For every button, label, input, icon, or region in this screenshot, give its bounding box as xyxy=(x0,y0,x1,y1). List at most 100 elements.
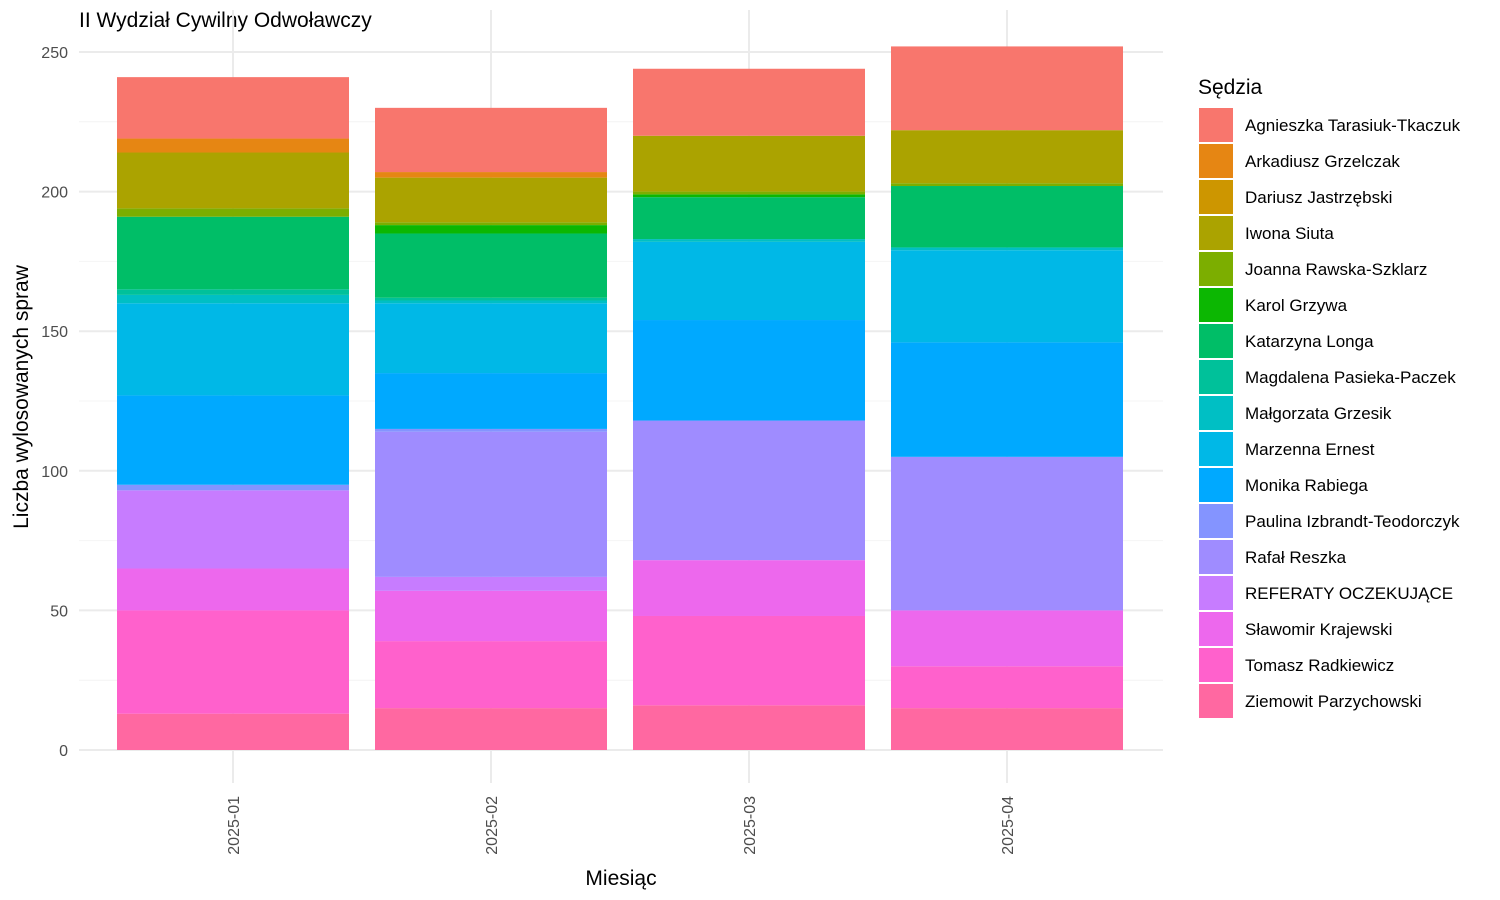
bar-segment-malgorzata-grzesik-2025-04 xyxy=(891,247,1123,251)
legend-key-joanna-rawska-szklarz xyxy=(1199,252,1233,286)
bar-segment-katarzyna-longa-2025-04 xyxy=(891,186,1123,248)
bar-segment-monika-rabiega-2025-01 xyxy=(117,395,349,485)
bar-segment-iwona-siuta-2025-02 xyxy=(375,177,607,223)
legend-key-referaty-oczekujace xyxy=(1199,576,1233,610)
x-tick-label: 2025-04 xyxy=(1000,796,1017,855)
bar-segment-marzenna-ernest-2025-04 xyxy=(891,250,1123,343)
y-tick-label: 50 xyxy=(50,603,68,620)
bar-segment-marzenna-ernest-2025-03 xyxy=(633,241,865,321)
bar-segment-ziemowit-parzychowski-2025-04 xyxy=(891,708,1123,750)
legend-label: Agnieszka Tarasiuk-Tkaczuk xyxy=(1245,116,1461,135)
legend-key-karol-grzywa xyxy=(1199,288,1233,322)
bar-segment-referaty-oczekujace-2025-01 xyxy=(117,490,349,569)
legend-label: Marzenna Ernest xyxy=(1245,440,1375,459)
legend-label: Paulina Izbrandt-Teodorczyk xyxy=(1245,512,1460,531)
bar-segment-tomasz-radkiewicz-2025-02 xyxy=(375,641,607,709)
bar-segment-monika-rabiega-2025-04 xyxy=(891,342,1123,457)
x-axis-title: Miesiąc xyxy=(585,867,656,890)
x-tick-label: 2025-01 xyxy=(226,796,243,855)
bar-segment-tomasz-radkiewicz-2025-01 xyxy=(117,610,349,714)
bar-segment-agnieszka-tarasiuk-tkaczuk-2025-02 xyxy=(375,107,607,173)
bar-segment-marzenna-ernest-2025-02 xyxy=(375,303,607,374)
legend-label: REFERATY OCZEKUJĄCE xyxy=(1245,584,1453,603)
legend-label: Iwona Siuta xyxy=(1245,224,1334,243)
legend-label: Ziemowit Parzychowski xyxy=(1245,692,1422,711)
bar-segment-karol-grzywa-2025-03 xyxy=(633,194,865,198)
bar-segment-agnieszka-tarasiuk-tkaczuk-2025-04 xyxy=(891,46,1123,131)
legend-title: Sędzia xyxy=(1198,76,1263,99)
bar-segment-rafal-reszka-2025-04 xyxy=(891,456,1123,611)
bar-segment-tomasz-radkiewicz-2025-04 xyxy=(891,666,1123,709)
bar-segment-malgorzata-grzesik-2025-01 xyxy=(117,294,349,304)
y-tick-label: 150 xyxy=(41,324,68,341)
x-tick-label: 2025-02 xyxy=(484,796,501,855)
bar-segment-magdalena-pasieka-paczek-2025-02 xyxy=(375,297,607,301)
bar-segment-paulina-izbrandt-teodorczyk-2025-02 xyxy=(375,428,607,432)
legend-key-magdalena-pasieka-paczek xyxy=(1199,360,1233,394)
bar-segment-slawomir-krajewski-2025-01 xyxy=(117,568,349,611)
legend-key-tomasz-radkiewicz xyxy=(1199,648,1233,682)
legend-key-arkadiusz-grzelczak xyxy=(1199,144,1233,178)
legend-key-paulina-izbrandt-teodorczyk xyxy=(1199,504,1233,538)
bar-segment-monika-rabiega-2025-02 xyxy=(375,373,607,429)
bar-segment-rafal-reszka-2025-02 xyxy=(375,431,607,577)
bar-segment-arkadiusz-grzelczak-2025-02 xyxy=(375,172,607,178)
bar-segment-ziemowit-parzychowski-2025-02 xyxy=(375,708,607,750)
legend-key-ziemowit-parzychowski xyxy=(1199,684,1233,718)
bar-segment-referaty-oczekujace-2025-02 xyxy=(375,576,607,591)
legend-label: Dariusz Jastrzębski xyxy=(1245,188,1392,207)
legend-label: Katarzyna Longa xyxy=(1245,332,1374,351)
bars xyxy=(117,46,1123,750)
bar-segment-slawomir-krajewski-2025-04 xyxy=(891,610,1123,667)
bar-segment-malgorzata-grzesik-2025-03 xyxy=(633,239,865,242)
x-axis: 2025-01 2025-02 2025-03 2025-04 xyxy=(226,796,1017,855)
bar-segment-magdalena-pasieka-paczek-2025-01 xyxy=(117,289,349,295)
bar-segment-paulina-izbrandt-teodorczyk-2025-01 xyxy=(117,484,349,491)
y-tick-label: 250 xyxy=(41,45,68,62)
legend-key-monika-rabiega xyxy=(1199,468,1233,502)
legend-label: Rafał Reszka xyxy=(1245,548,1347,567)
bar-segment-ziemowit-parzychowski-2025-01 xyxy=(117,713,349,750)
y-tick-label: 100 xyxy=(41,464,68,481)
bar-segment-joanna-rawska-szklarz-2025-01 xyxy=(117,208,349,217)
x-tick-label: 2025-03 xyxy=(742,796,759,855)
bar-segment-arkadiusz-grzelczak-2025-01 xyxy=(117,138,349,153)
bar-segment-slawomir-krajewski-2025-03 xyxy=(633,560,865,616)
bar-segment-karol-grzywa-2025-02 xyxy=(375,225,607,234)
legend-label: Magdalena Pasieka-Paczek xyxy=(1245,368,1456,387)
bar-segment-malgorzata-grzesik-2025-02 xyxy=(375,300,607,304)
bar-segment-agnieszka-tarasiuk-tkaczuk-2025-01 xyxy=(117,77,349,139)
bar-segment-katarzyna-longa-2025-03 xyxy=(633,197,865,240)
bar-segment-katarzyna-longa-2025-02 xyxy=(375,233,607,298)
bar-segment-katarzyna-longa-2025-01 xyxy=(117,216,349,290)
y-tick-label: 200 xyxy=(41,185,68,202)
chart-title: II Wydział Cywilny Odwoławczy xyxy=(79,9,372,32)
bar-segment-iwona-siuta-2025-03 xyxy=(633,135,865,192)
y-tick-label: 0 xyxy=(59,743,68,760)
legend-label: Arkadiusz Grzelczak xyxy=(1245,152,1400,171)
legend-key-agnieszka-tarasiuk-tkaczuk xyxy=(1199,108,1233,142)
y-axis: 0 50 100 150 200 250 xyxy=(41,45,68,760)
legend-label: Tomasz Radkiewicz xyxy=(1245,656,1394,675)
legend-key-rafal-reszka xyxy=(1199,540,1233,574)
legend-items: Agnieszka Tarasiuk-Tkaczuk Arkadiusz Grze… xyxy=(1199,108,1461,718)
legend-key-katarzyna-longa xyxy=(1199,324,1233,358)
bar-segment-monika-rabiega-2025-03 xyxy=(633,320,865,421)
bar-segment-agnieszka-tarasiuk-tkaczuk-2025-03 xyxy=(633,68,865,136)
bar-segment-iwona-siuta-2025-01 xyxy=(117,152,349,209)
legend-key-malgorzata-grzesik xyxy=(1199,396,1233,430)
legend-label: Karol Grzywa xyxy=(1245,296,1348,315)
bar-segment-ziemowit-parzychowski-2025-03 xyxy=(633,705,865,750)
legend-label: Joanna Rawska-Szklarz xyxy=(1245,260,1427,279)
y-axis-title: Liczba wylosowanych spraw xyxy=(10,264,33,529)
legend-key-marzenna-ernest xyxy=(1199,432,1233,466)
legend-key-slawomir-krajewski xyxy=(1199,612,1233,646)
bar-segment-rafal-reszka-2025-03 xyxy=(633,420,865,561)
legend-label: Sławomir Krajewski xyxy=(1245,620,1392,639)
legend: Sędzia Agnieszka Tarasiuk-Tkaczuk Arkadiu… xyxy=(1198,76,1461,718)
bar-segment-joanna-rawska-szklarz-2025-04 xyxy=(891,183,1123,187)
bar-segment-marzenna-ernest-2025-01 xyxy=(117,303,349,396)
legend-label: Małgorzata Grzesik xyxy=(1245,404,1392,423)
legend-label: Monika Rabiega xyxy=(1245,476,1368,495)
